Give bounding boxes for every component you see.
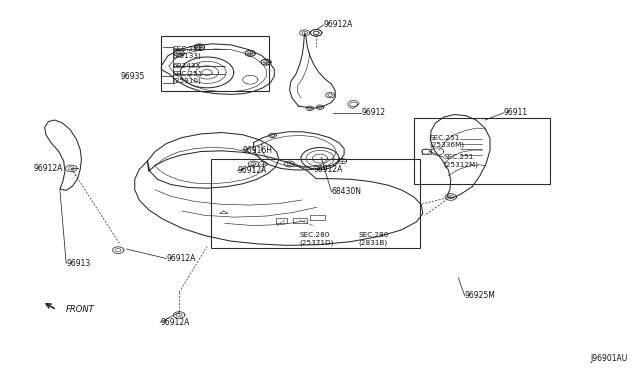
Text: (25910): (25910) <box>173 78 202 84</box>
Text: 96912A: 96912A <box>160 318 189 327</box>
Text: 96916H: 96916H <box>243 145 273 155</box>
Text: SEC.251: SEC.251 <box>173 71 203 77</box>
Text: (25336M): (25336M) <box>429 142 464 148</box>
Text: 96912A: 96912A <box>237 166 267 175</box>
Text: (25133): (25133) <box>173 53 202 59</box>
Text: SEC.251: SEC.251 <box>173 46 203 52</box>
Text: 96912A: 96912A <box>166 254 196 263</box>
Text: 96935: 96935 <box>120 71 145 81</box>
Text: 96925M: 96925M <box>465 291 495 301</box>
Text: 96911: 96911 <box>504 108 528 117</box>
Text: 96912: 96912 <box>361 108 385 117</box>
Text: 96912A: 96912A <box>314 165 343 174</box>
Text: 96912A: 96912A <box>324 20 353 29</box>
Bar <box>211 159 420 247</box>
Bar <box>414 118 550 184</box>
Text: 6B243X: 6B243X <box>173 63 202 69</box>
Text: FRONT: FRONT <box>66 305 95 314</box>
Text: 96913: 96913 <box>66 259 90 268</box>
Text: SEC.280: SEC.280 <box>358 232 388 238</box>
Text: 68430N: 68430N <box>332 187 362 196</box>
Text: 96912A: 96912A <box>33 164 63 173</box>
Text: SEC.251: SEC.251 <box>429 135 460 141</box>
Text: J96901AU: J96901AU <box>591 355 628 363</box>
Text: SEC.251: SEC.251 <box>444 154 474 160</box>
Text: (2831B): (2831B) <box>358 240 387 246</box>
Text: (25371D): (25371D) <box>300 240 334 246</box>
Text: SEC.280: SEC.280 <box>300 232 330 238</box>
Text: (25312M): (25312M) <box>444 161 479 168</box>
Bar <box>161 36 269 91</box>
